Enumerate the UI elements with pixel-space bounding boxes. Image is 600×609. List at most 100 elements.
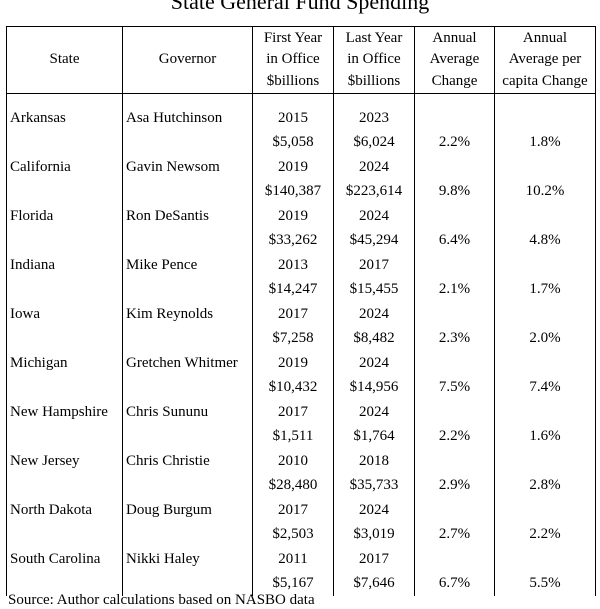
last-year: 2024 bbox=[359, 404, 389, 420]
last-amount: $45,294 bbox=[349, 232, 399, 248]
annual-change-cell: 2.2% bbox=[414, 400, 495, 449]
per-capita-change: 7.4% bbox=[529, 379, 561, 395]
last-year: 2024 bbox=[359, 208, 389, 224]
first-amount: $140,387 bbox=[264, 183, 322, 199]
per-capita-change: 1.6% bbox=[529, 428, 561, 444]
spending-table: State Governor First Year in Office $billion… bbox=[6, 26, 596, 596]
first-amount: $28,480 bbox=[268, 477, 318, 493]
governor-name: Gavin Newsom bbox=[126, 159, 220, 175]
first-year-cell: 2017 $1,511 bbox=[252, 400, 334, 449]
table-row: Michigan Gretchen Whitmer 2019 $10,432 2024 $… bbox=[6, 351, 596, 400]
header-governor-line: Governor bbox=[158, 51, 217, 68]
first-amount: $1,511 bbox=[272, 428, 314, 444]
state-name: California bbox=[10, 159, 71, 175]
first-amount: $2,503 bbox=[272, 526, 314, 542]
table-row: Florida Ron DeSantis 2019 $33,262 2024 $45,29… bbox=[6, 204, 596, 253]
last-amount: $14,956 bbox=[349, 379, 399, 395]
last-amount: $35,733 bbox=[349, 477, 399, 493]
annual-change: 2.2% bbox=[438, 428, 471, 444]
first-year-cell: 2019 $140,387 bbox=[252, 155, 334, 204]
annual-change-cell: 9.8% bbox=[414, 155, 495, 204]
governor-cell: Gretchen Whitmer bbox=[122, 351, 253, 400]
table-row: California Gavin Newsom 2019 $140,387 2024 $2… bbox=[6, 155, 596, 204]
state-cell: Iowa bbox=[6, 302, 123, 351]
state-name: Michigan bbox=[10, 355, 68, 371]
annual-change: 6.7% bbox=[438, 575, 471, 591]
per-capita-change: 10.2% bbox=[525, 183, 565, 199]
last-amount: $1,764 bbox=[353, 428, 395, 444]
first-year-cell: 2015 $5,058 bbox=[252, 93, 334, 155]
first-year: 2013 bbox=[278, 257, 308, 273]
last-year: 2023 bbox=[359, 110, 389, 126]
table-title: State General Fund Spending bbox=[170, 0, 430, 14]
first-year-cell: 2019 $33,262 bbox=[252, 204, 334, 253]
per-capita-cell: 2.8% bbox=[494, 449, 596, 498]
per-capita-change: 4.8% bbox=[529, 232, 561, 248]
state-cell: Florida bbox=[6, 204, 123, 253]
first-year: 2017 bbox=[278, 306, 308, 322]
table-row: North Dakota Doug Burgum 2017 $2,503 2024 $3,… bbox=[6, 498, 596, 547]
state-name: Arkansas bbox=[10, 110, 66, 126]
last-year-cell: 2024 $3,019 bbox=[333, 498, 415, 547]
annual-change: 7.5% bbox=[438, 379, 471, 395]
per-capita-cell: 1.8% bbox=[494, 93, 596, 155]
annual-change: 2.7% bbox=[438, 526, 471, 542]
last-amount: $7,646 bbox=[353, 575, 395, 591]
governor-cell: Chris Christie bbox=[122, 449, 253, 498]
governor-name: Nikki Haley bbox=[126, 551, 200, 567]
table-body: Arkansas Asa Hutchinson 2015 $5,058 2023 $6,0… bbox=[6, 93, 596, 596]
annual-change: 2.3% bbox=[438, 330, 471, 346]
last-year: 2018 bbox=[359, 453, 389, 469]
governor-cell: Ron DeSantis bbox=[122, 204, 253, 253]
state-cell: New Jersey bbox=[6, 449, 123, 498]
per-capita-cell: 1.7% bbox=[494, 253, 596, 302]
annual-change-cell: 2.2% bbox=[414, 93, 495, 155]
last-year-cell: 2017 $7,646 bbox=[333, 547, 415, 596]
header-row: State Governor First Year in Office $billion… bbox=[6, 26, 596, 94]
per-capita-change: 1.8% bbox=[529, 134, 561, 150]
header-state-line: State bbox=[49, 51, 80, 68]
last-year-cell: 2024 $45,294 bbox=[333, 204, 415, 253]
governor-name: Doug Burgum bbox=[126, 502, 212, 518]
state-name: New Hampshire bbox=[10, 404, 108, 420]
last-amount: $3,019 bbox=[353, 526, 395, 542]
first-year: 2017 bbox=[278, 502, 308, 518]
first-year-cell: 2017 $2,503 bbox=[252, 498, 334, 547]
state-name: New Jersey bbox=[10, 453, 80, 469]
last-amount: $8,482 bbox=[353, 330, 395, 346]
last-year: 2024 bbox=[359, 306, 389, 322]
per-capita-change: 2.8% bbox=[529, 477, 561, 493]
table-row: Indiana Mike Pence 2013 $14,247 2017 $15,455 2… bbox=[6, 253, 596, 302]
header-state: State bbox=[6, 26, 123, 94]
header-first-year-line: $billions bbox=[266, 72, 320, 89]
last-year-cell: 2018 $35,733 bbox=[333, 449, 415, 498]
first-year: 2019 bbox=[278, 159, 308, 175]
governor-name: Chris Christie bbox=[126, 453, 210, 469]
annual-change-cell: 6.4% bbox=[414, 204, 495, 253]
annual-change-cell: 2.3% bbox=[414, 302, 495, 351]
header-annual-change-line: Annual bbox=[432, 29, 477, 46]
first-amount: $14,247 bbox=[268, 281, 318, 297]
header-last-year-line: $billions bbox=[347, 72, 401, 89]
state-cell: North Dakota bbox=[6, 498, 123, 547]
governor-cell: Mike Pence bbox=[122, 253, 253, 302]
last-year-cell: 2024 $8,482 bbox=[333, 302, 415, 351]
header-per-capita-line: capita Change bbox=[502, 72, 588, 89]
last-year: 2017 bbox=[359, 551, 389, 567]
header-annual-change-line: Average bbox=[429, 51, 480, 68]
first-amount: $33,262 bbox=[268, 232, 318, 248]
last-year-cell: 2024 $223,614 bbox=[333, 155, 415, 204]
last-year-cell: 2024 $14,956 bbox=[333, 351, 415, 400]
state-cell: New Hampshire bbox=[6, 400, 123, 449]
table-row: Arkansas Asa Hutchinson 2015 $5,058 2023 $6,0… bbox=[6, 93, 596, 155]
per-capita-cell: 5.5% bbox=[494, 547, 596, 596]
annual-change-cell: 7.5% bbox=[414, 351, 495, 400]
header-first-year: First Year in Office $billions bbox=[252, 26, 334, 94]
last-year-cell: 2017 $15,455 bbox=[333, 253, 415, 302]
per-capita-change: 2.0% bbox=[529, 330, 561, 346]
per-capita-change: 5.5% bbox=[529, 575, 561, 591]
governor-cell: Doug Burgum bbox=[122, 498, 253, 547]
table-row: Iowa Kim Reynolds 2017 $7,258 2024 $8,482 2.3%… bbox=[6, 302, 596, 351]
per-capita-cell: 10.2% bbox=[494, 155, 596, 204]
annual-change: 6.4% bbox=[438, 232, 471, 248]
